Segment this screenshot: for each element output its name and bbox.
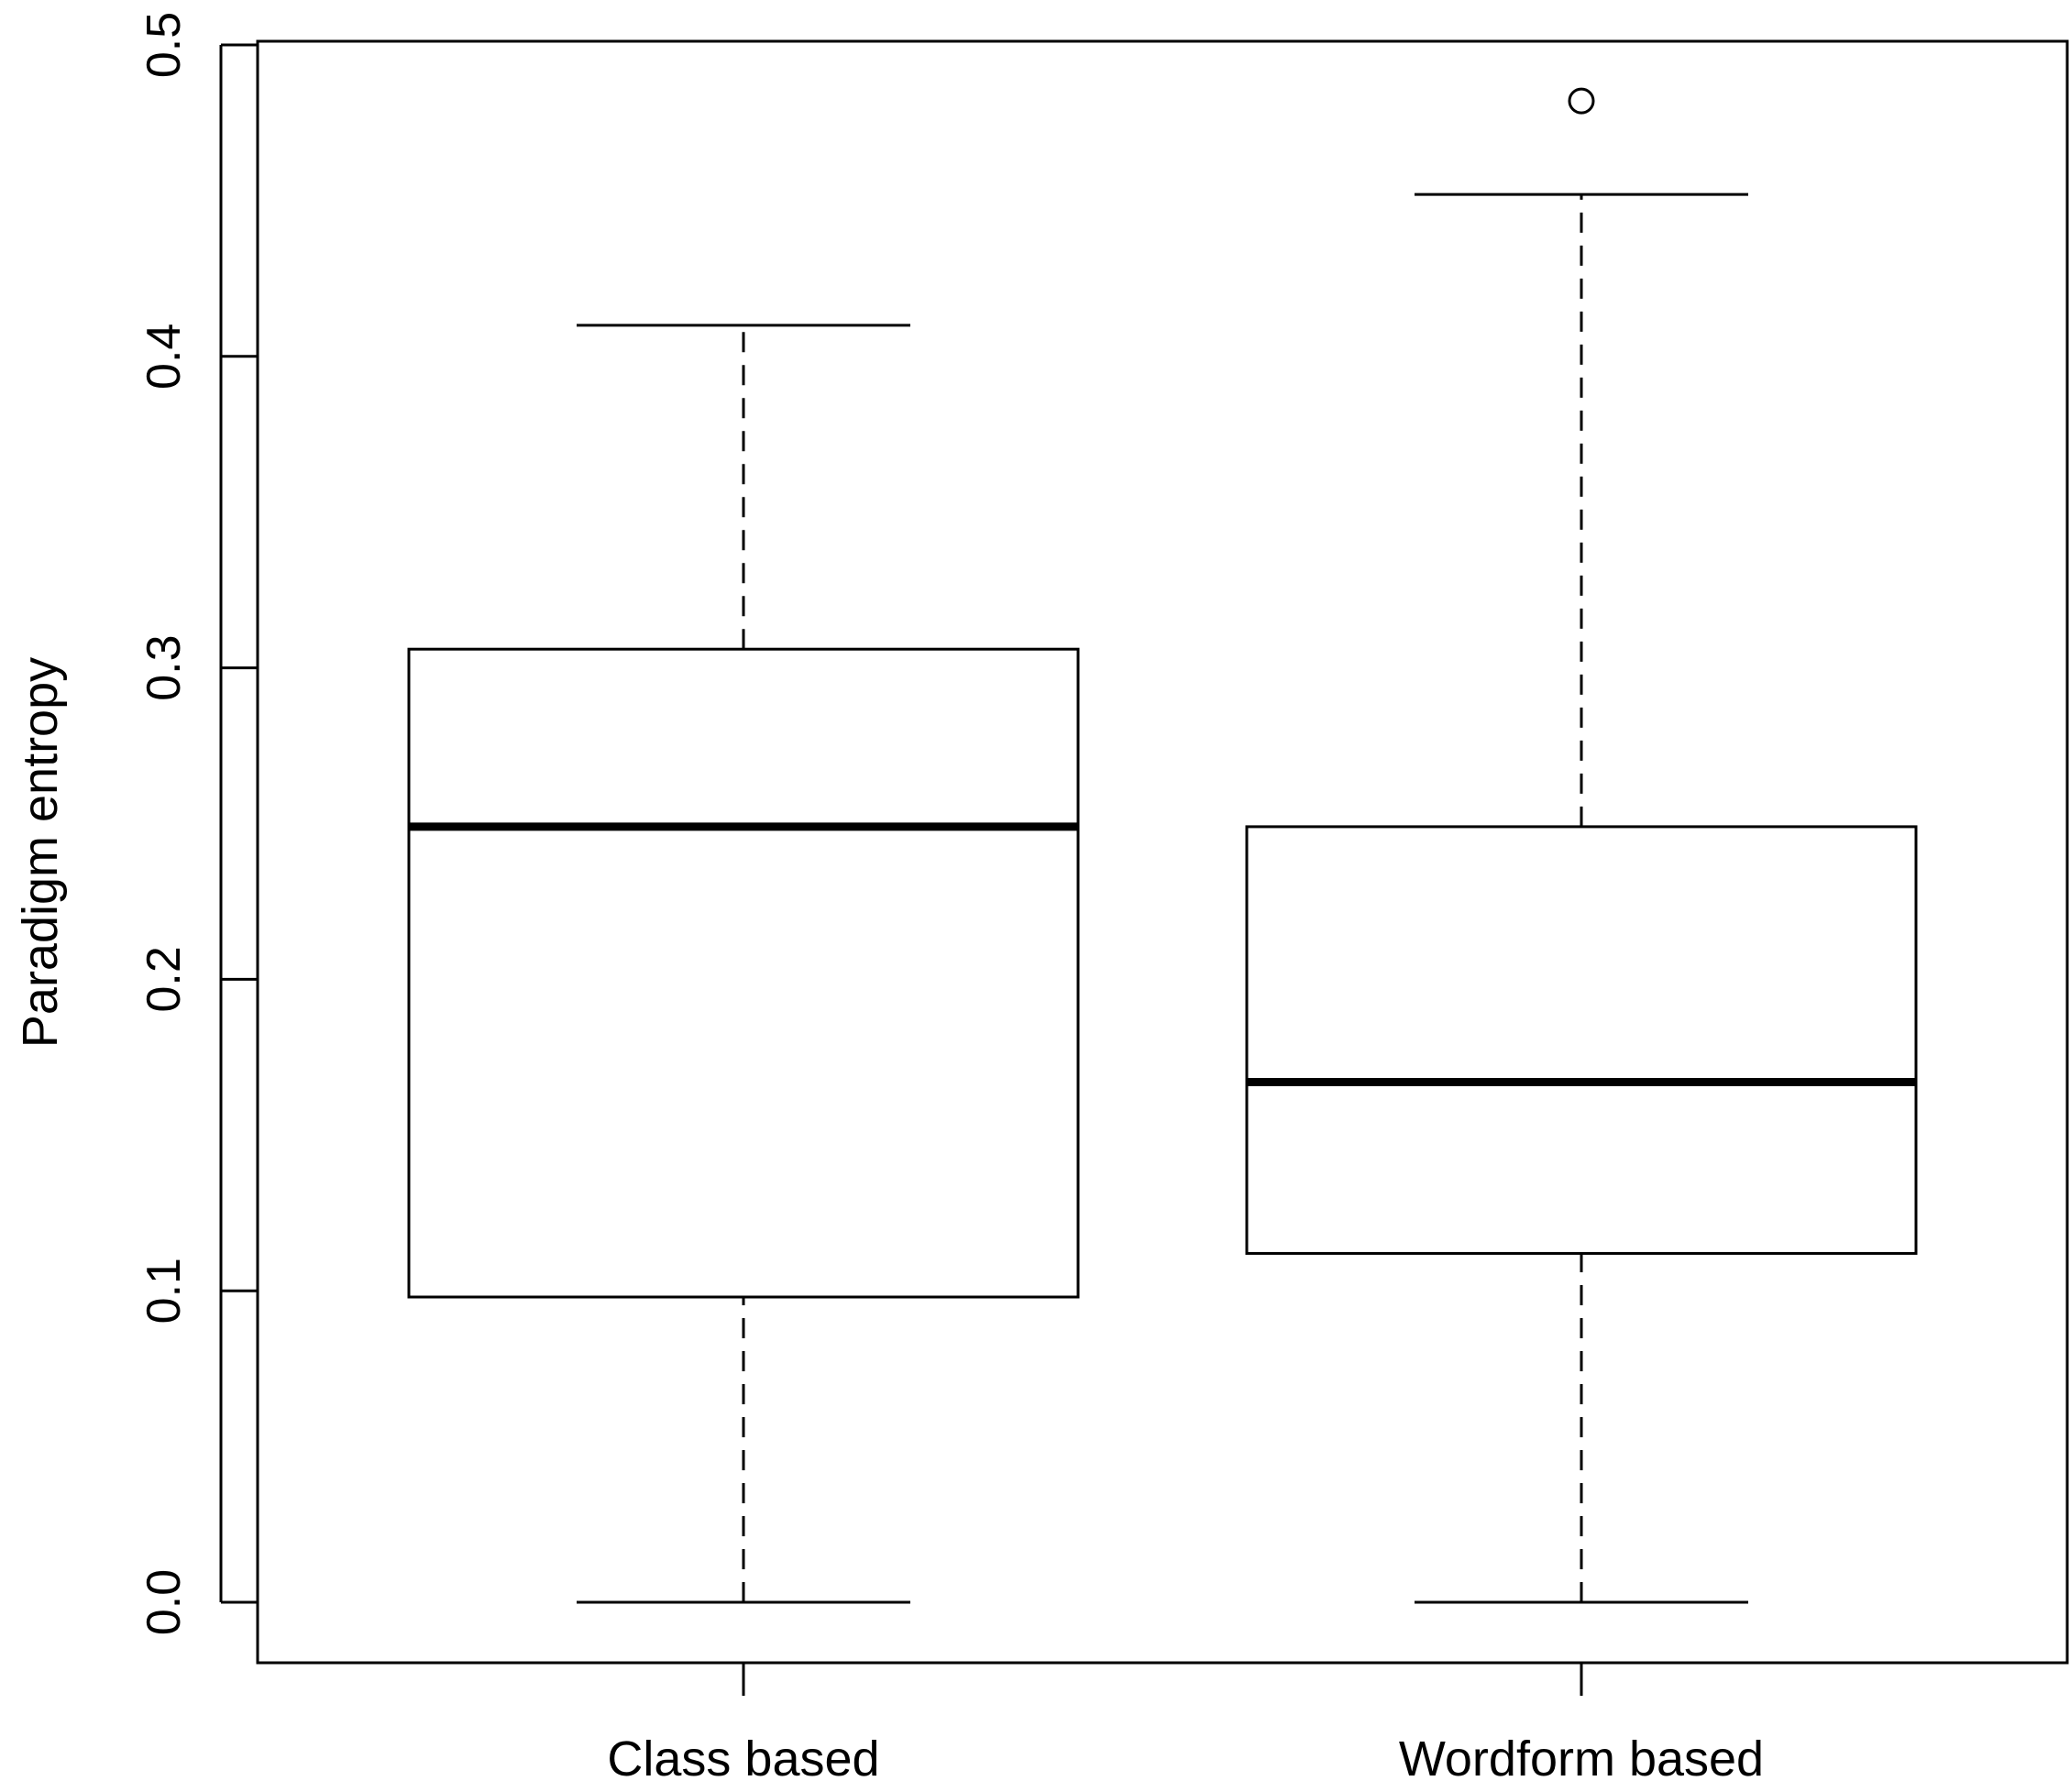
y-axis-label: Paradigm entropy (13, 657, 68, 1048)
x-axis: Class based Wordform based (607, 1663, 1764, 1787)
y-axis: 0.0 0.1 0.2 0.3 0.4 0.5 (138, 12, 258, 1635)
x-tick-label: Wordform based (1399, 1732, 1764, 1787)
y-tick-label: 0.0 (138, 1569, 191, 1635)
box-2 (1245, 87, 1918, 1604)
plot-frame (256, 39, 2069, 1665)
y-tick-label: 0.4 (138, 324, 191, 390)
box-iqr (407, 647, 1080, 1299)
box-iqr (1245, 825, 1918, 1255)
y-tick-label: 0.1 (138, 1258, 191, 1324)
y-tick-label: 0.2 (138, 946, 191, 1012)
outlier-point (1568, 87, 1595, 115)
y-tick-label: 0.3 (138, 634, 191, 700)
boxes (407, 87, 1918, 1604)
x-tick-label: Class based (607, 1732, 879, 1787)
box-1 (407, 324, 1080, 1604)
y-tick-label: 0.5 (138, 12, 191, 78)
